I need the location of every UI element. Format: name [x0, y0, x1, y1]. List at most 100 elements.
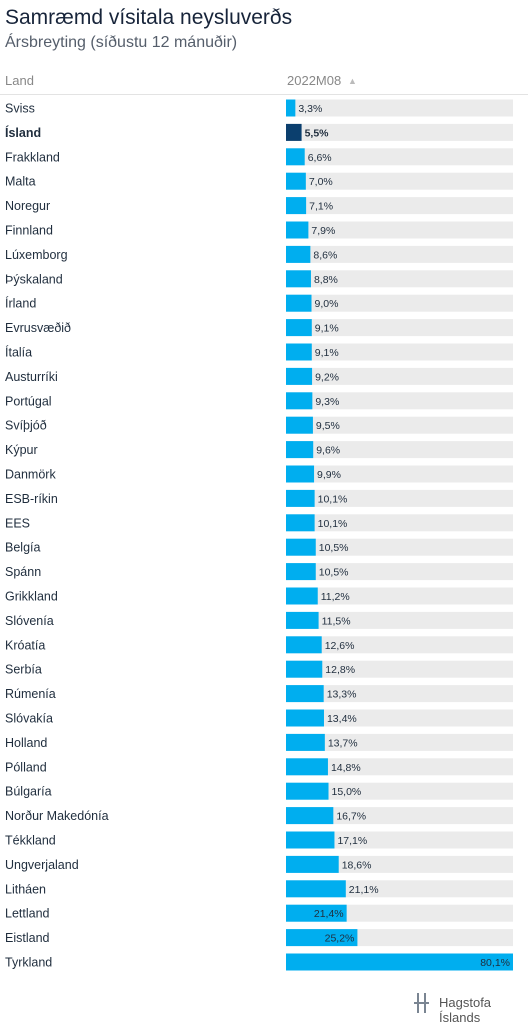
bar — [286, 660, 323, 678]
table-row: Slóvenía 11,5% — [5, 611, 513, 629]
bar-track — [286, 319, 513, 337]
country-label: Norður Makedónía — [5, 809, 109, 823]
country-label: Ísland — [5, 125, 41, 140]
data-label: 5,5% — [305, 127, 330, 139]
country-label: Þýskaland — [5, 272, 63, 286]
bar — [286, 685, 324, 703]
country-label: Slóvenía — [5, 614, 54, 628]
bar-track — [286, 416, 513, 434]
bar-track — [286, 489, 513, 507]
data-label: 14,8% — [331, 762, 361, 774]
data-label: 7,0% — [309, 176, 333, 188]
bar — [286, 953, 513, 971]
bar — [286, 709, 324, 727]
table-row: Frakkland 6,6% — [5, 148, 513, 166]
bar-track — [286, 709, 513, 727]
table-row: Evrusvæðið 9,1% — [5, 319, 513, 337]
country-label: Holland — [5, 736, 47, 750]
bar — [286, 514, 315, 532]
bar-track — [286, 172, 513, 190]
data-label: 13,4% — [327, 713, 357, 725]
data-label: 3,3% — [298, 103, 322, 115]
bar — [286, 831, 335, 849]
table-row: Tékkland 17,1% — [5, 831, 513, 849]
bar-track — [286, 392, 513, 410]
country-label: Króatía — [5, 638, 45, 652]
bar-track — [286, 538, 513, 556]
country-label: Lettland — [5, 907, 50, 921]
column-header-value[interactable]: 2022M08 — [287, 73, 342, 88]
bar-track — [286, 685, 513, 703]
bar — [286, 441, 314, 459]
data-label: 21,1% — [349, 884, 379, 896]
data-label: 25,2% — [325, 933, 355, 945]
bar — [286, 929, 358, 947]
bar — [286, 880, 346, 898]
bar — [286, 319, 312, 337]
bar — [286, 367, 313, 385]
table-row: Malta 7,0% — [5, 172, 513, 190]
table-row: ESB-ríkin 10,1% — [5, 489, 513, 507]
bar — [286, 538, 316, 556]
data-label: 7,9% — [311, 225, 335, 237]
table-row: Holland 13,7% — [5, 733, 513, 751]
table-row: Svíþjóð 9,5% — [5, 416, 513, 434]
table-row: Lettland 21,4% — [5, 904, 513, 922]
bar — [286, 489, 315, 507]
data-label: 13,3% — [327, 689, 357, 701]
column-header-land[interactable]: Land — [5, 73, 34, 88]
data-label: 7,1% — [309, 201, 333, 213]
bar-track — [286, 611, 513, 629]
country-label: ESB-ríkin — [5, 492, 58, 506]
data-label: 10,5% — [319, 567, 349, 579]
data-label: 10,1% — [318, 493, 348, 505]
country-label: Rúmenía — [5, 687, 56, 701]
data-label: 9,1% — [315, 347, 339, 359]
country-label: Tékkland — [5, 834, 56, 848]
table-row: Danmörk 9,9% — [5, 465, 513, 483]
bar-track — [286, 514, 513, 532]
data-label: 16,7% — [336, 811, 366, 823]
country-label: Portúgal — [5, 394, 52, 408]
country-label: Austurríki — [5, 370, 58, 384]
data-label: 9,5% — [316, 420, 340, 432]
data-label: 15,0% — [332, 786, 362, 798]
country-label: Evrusvæðið — [5, 321, 71, 335]
country-label: Pólland — [5, 760, 47, 774]
bar — [286, 416, 313, 434]
bar — [286, 99, 296, 117]
bar-track — [286, 197, 513, 215]
data-label: 10,5% — [319, 542, 349, 554]
table-row: Ísland 5,5% — [5, 123, 513, 141]
country-label: Sviss — [5, 102, 35, 116]
bar — [286, 343, 312, 361]
country-label: Belgía — [5, 541, 40, 555]
table-row: Rúmenía 13,3% — [5, 685, 513, 703]
table-row: Kýpur 9,6% — [5, 441, 513, 459]
bar — [286, 245, 311, 263]
table-row: Serbía 12,8% — [5, 660, 513, 678]
country-label: Spánn — [5, 565, 41, 579]
data-label: 10,1% — [318, 518, 348, 530]
data-label: 18,6% — [342, 859, 372, 871]
country-label: Svíþjóð — [5, 419, 47, 433]
sort-ascending-icon[interactable]: ▲ — [348, 76, 357, 86]
table-row: Búlgaría 15,0% — [5, 782, 513, 800]
country-label: EES — [5, 516, 30, 530]
bar — [286, 392, 313, 410]
country-label: Ítalía — [5, 345, 32, 360]
header-divider — [0, 94, 528, 95]
table-row: Tyrkland 80,1% — [5, 953, 513, 971]
bar — [286, 465, 315, 483]
country-label: Ungverjaland — [5, 858, 79, 872]
bar — [286, 221, 309, 239]
bar — [286, 855, 339, 873]
data-label: 9,0% — [315, 298, 339, 310]
bar — [286, 733, 325, 751]
bar — [286, 197, 307, 215]
bar-track — [286, 245, 513, 263]
table-row: Slóvakía 13,4% — [5, 709, 513, 727]
bar-track — [286, 563, 513, 581]
country-label: Tyrkland — [5, 956, 52, 970]
data-label: 9,9% — [317, 469, 341, 481]
